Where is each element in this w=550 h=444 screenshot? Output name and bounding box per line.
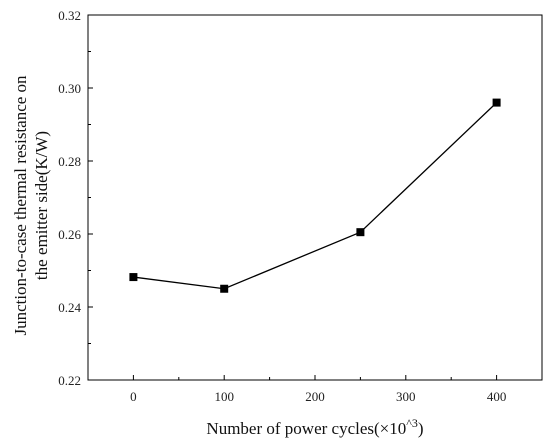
y-axis-title: Junction-to-case thermal resistance on th… [11, 75, 51, 336]
y-tick-label: 0.26 [58, 227, 81, 242]
x-tick-label: 100 [214, 389, 234, 404]
y-tick-label: 0.32 [58, 8, 81, 23]
data-point [492, 98, 501, 107]
y-tick-label: 0.28 [58, 154, 81, 169]
y-tick-label: 0.30 [58, 81, 81, 96]
plot-frame [87, 14, 543, 381]
y-tick-label: 0.22 [58, 373, 81, 388]
series-line [133, 102, 498, 290]
data-point [129, 273, 138, 282]
x-tick-label: 300 [396, 389, 416, 404]
y-tick-label: 0.24 [58, 300, 81, 315]
data-point [356, 228, 365, 237]
x-tick-label: 200 [305, 389, 325, 404]
x-tick-label: 0 [130, 389, 137, 404]
x-axis-title: Number of power cycles(×10^3) [206, 416, 423, 438]
data-point [220, 284, 229, 293]
x-tick-label: 400 [487, 389, 507, 404]
